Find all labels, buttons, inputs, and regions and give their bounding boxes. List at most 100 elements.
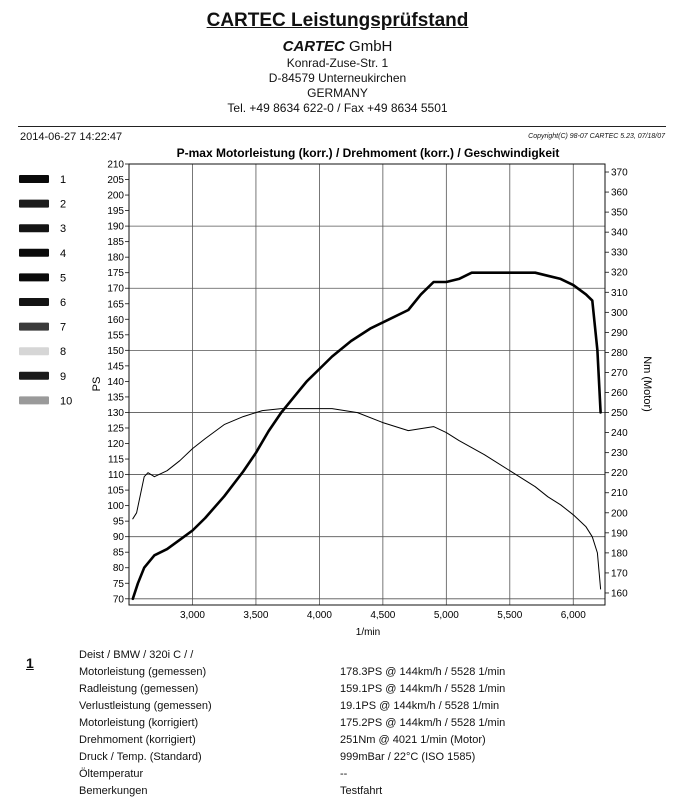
dyno-chart: P-max Motorleistung (korr.) / Drehmoment… [19, 146, 653, 638]
results-value: Testfahrt [340, 785, 383, 797]
y-tick-label-right: 270 [611, 368, 628, 379]
chart-grid [129, 163, 605, 605]
legend-swatch [19, 224, 49, 233]
results-value: 159.1PS @ 144km/h / 5528 1/min [340, 683, 506, 695]
y-tick-label-left: 110 [108, 470, 124, 481]
y-tick-label-left: 150 [107, 346, 124, 357]
x-tick-label: 3,000 [180, 610, 205, 621]
legend-label: 3 [60, 223, 66, 235]
legend-label: 10 [60, 395, 72, 407]
chart-legend: 1 2 3 4 5 6 7 8 9 10 [19, 174, 72, 407]
legend-label: 1 [60, 174, 66, 186]
y-tick-label-left: 100 [107, 501, 124, 512]
y-tick-label-right: 350 [611, 208, 628, 219]
results-value: 178.3PS @ 144km/h / 5528 1/min [340, 666, 506, 678]
results-label: Motorleistung (gemessen) [79, 666, 207, 678]
y-tick-label-left: 185 [107, 237, 124, 248]
x-tick-label: 3,500 [243, 610, 268, 621]
y-tick-label-right: 330 [611, 248, 628, 259]
legend-swatch [19, 322, 49, 331]
y-tick-label-right: 260 [611, 388, 628, 399]
y-tick-label-left: 200 [107, 191, 124, 202]
legend-swatch [19, 175, 49, 183]
y-tick-label-left: 115 [108, 455, 124, 466]
y-tick-label-right: 190 [611, 528, 628, 539]
legend-label: 8 [60, 346, 66, 358]
x-tick-label: 4,500 [370, 610, 395, 621]
legend-swatch [19, 298, 49, 306]
y-tick-label-right: 310 [611, 288, 628, 299]
legend-swatch [19, 347, 49, 356]
y-tick-label-right: 280 [611, 348, 628, 359]
y-tick-label-left: 175 [107, 268, 124, 279]
results-label: Drehmoment (korrigiert) [79, 734, 196, 746]
y-tick-label-left: 135 [107, 392, 124, 403]
y-tick-label-left: 160 [107, 315, 124, 326]
axis-ticks: 3,000 3,500 4,000 4,500 5,000 5,500 6,000 70 75 8… [107, 160, 628, 622]
y-tick-label-left: 90 [113, 532, 125, 543]
y-tick-label-right: 340 [611, 228, 628, 239]
legend-label: 4 [60, 248, 66, 260]
y-tick-label-right: 240 [611, 428, 628, 439]
y-tick-label-right: 200 [611, 508, 628, 519]
chart-series [131, 271, 602, 601]
results-label: Deist / BMW / 320i C / / [79, 649, 194, 661]
company-phone: Tel. +49 8634 622-0 / Fax +49 8634 5501 [227, 101, 448, 115]
y-tick-label-left: 190 [107, 222, 124, 233]
y-tick-label-left: 120 [107, 439, 124, 450]
results-value: 19.1PS @ 144km/h / 5528 1/min [340, 700, 500, 712]
copyright-note: Copyright(C) 98-07 CARTEC 5.23, 07/18/07 [528, 133, 665, 140]
y-tick-label-left: 105 [107, 486, 124, 497]
y-tick-label-right: 370 [611, 168, 628, 179]
y-tick-label-right: 320 [611, 268, 628, 279]
y-tick-label-left: 80 [113, 563, 125, 574]
legend-swatch [19, 396, 49, 405]
y-tick-label-left: 205 [107, 175, 124, 186]
legend-label: 2 [60, 199, 66, 211]
legend-label: 6 [60, 297, 66, 309]
x-tick-label: 5,500 [497, 610, 522, 621]
plot-area-frame [128, 163, 606, 606]
legend-label: 7 [60, 322, 66, 334]
y-tick-label-left: 180 [107, 253, 124, 264]
y-tick-label-left: 155 [107, 330, 124, 341]
y-tick-label-left: 165 [107, 299, 124, 310]
x-axis-label: 1/min [356, 627, 380, 638]
y-tick-label-right: 300 [611, 308, 628, 319]
results-label: Verlustleistung (gemessen) [79, 700, 212, 712]
company-country: GERMANY [307, 86, 368, 100]
results-label: Bemerkungen [79, 785, 148, 797]
y-tick-label-left: 210 [107, 160, 124, 171]
y-tick-label-left: 85 [113, 548, 125, 559]
series-line-torque [132, 408, 602, 590]
y-tick-label-left: 140 [107, 377, 124, 388]
legend-swatch [19, 273, 49, 282]
y-tick-label-left: 70 [113, 594, 125, 605]
y-tick-label-right: 170 [611, 568, 628, 579]
y-tick-label-left: 170 [107, 284, 124, 295]
y-tick-label-right: 290 [611, 328, 628, 339]
y-tick-label-left: 145 [107, 361, 124, 372]
y-tick-label-right: 210 [611, 488, 628, 499]
y-tick-label-right: 180 [611, 548, 628, 559]
y-tick-label-right: 250 [611, 408, 628, 419]
report-title: CARTEC Leistungsprüfstand [206, 10, 469, 31]
y-tick-label-right: 230 [611, 448, 628, 459]
results-value: 251Nm @ 4021 1/min (Motor) [340, 734, 486, 746]
company-city: D-84579 Unterneukirchen [268, 71, 407, 85]
y-tick-label-right: 160 [611, 588, 628, 599]
results-value: 999mBar / 22°C (ISO 1585) [340, 751, 476, 763]
x-tick-label: 6,000 [561, 610, 586, 621]
results-label: Radleistung (gemessen) [79, 683, 199, 695]
legend-swatch [19, 371, 49, 380]
y-axis-label-left: PS [91, 377, 103, 392]
y-tick-label-left: 125 [107, 423, 124, 434]
company-name-suffix: GmbH [349, 38, 393, 55]
results-label: Motorleistung (korrigiert) [79, 717, 199, 729]
y-tick-label-right: 220 [611, 468, 628, 479]
y-tick-label-left: 95 [113, 517, 125, 528]
company-name: CARTEC GmbH [0, 38, 675, 55]
series-line-power [131, 271, 602, 601]
header-divider [18, 126, 666, 127]
results-value: -- [340, 768, 348, 780]
